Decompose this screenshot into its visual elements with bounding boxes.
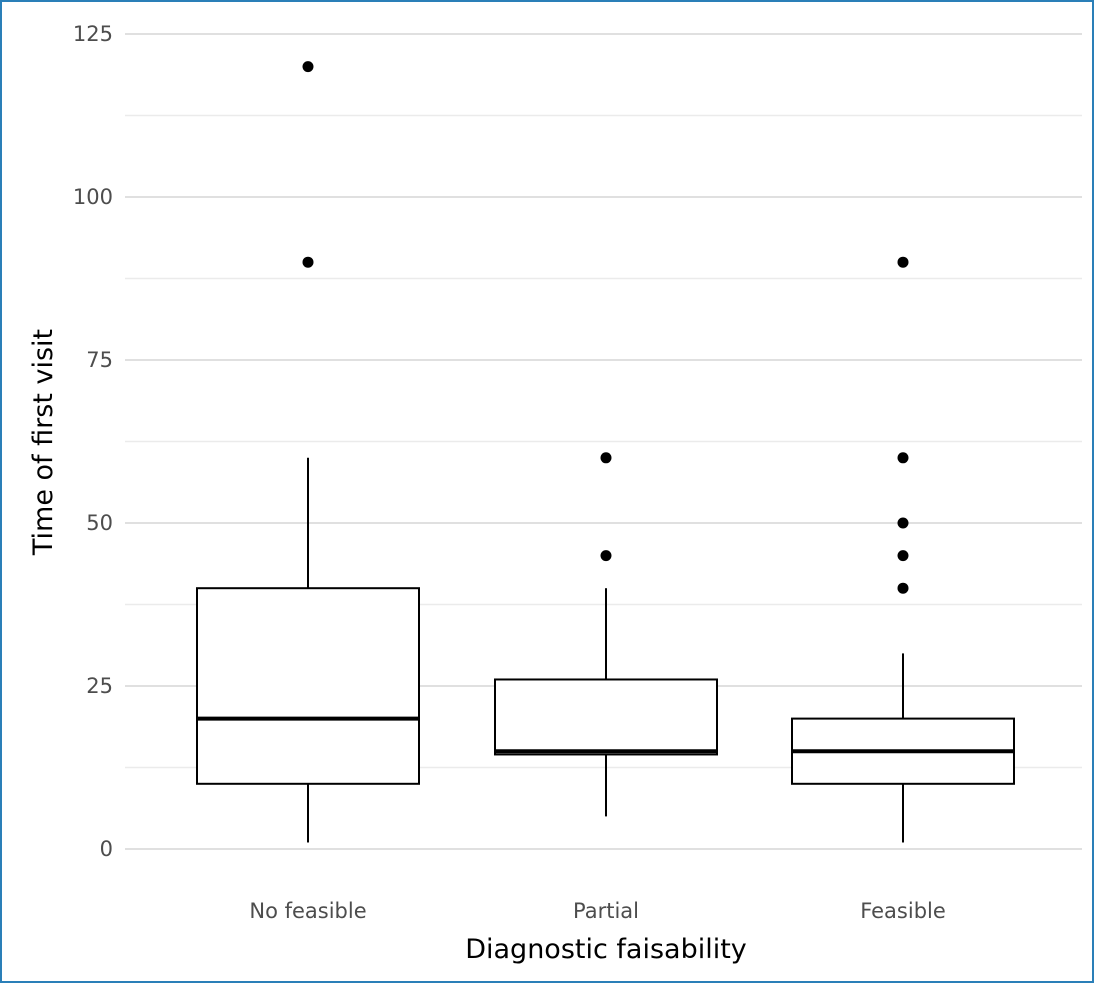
outlier-point bbox=[303, 257, 314, 268]
y-tick-label: 100 bbox=[73, 185, 113, 209]
y-axis-title: Time of first visit bbox=[28, 329, 59, 556]
outlier-point bbox=[898, 518, 909, 529]
outlier-point bbox=[898, 257, 909, 268]
outlier-point bbox=[601, 550, 612, 561]
x-tick-labels: No feasible Partial Feasible bbox=[249, 899, 945, 923]
outlier-point bbox=[898, 583, 909, 594]
box-group-partial bbox=[495, 452, 717, 816]
y-tick-label: 25 bbox=[86, 674, 113, 698]
outlier-point bbox=[898, 550, 909, 561]
y-tick-label: 75 bbox=[86, 348, 113, 372]
box-iqr bbox=[495, 679, 717, 754]
box-group-no-feasible bbox=[197, 61, 419, 842]
y-tick-labels: 0 25 50 75 100 125 bbox=[73, 22, 113, 861]
y-tick-label: 125 bbox=[73, 22, 113, 46]
y-tick-label: 50 bbox=[86, 511, 113, 535]
y-tick-label: 0 bbox=[100, 837, 113, 861]
x-tick-label: Feasible bbox=[860, 899, 946, 923]
x-tick-label: Partial bbox=[573, 899, 639, 923]
outlier-point bbox=[303, 61, 314, 72]
box-layer bbox=[197, 61, 1014, 842]
box-iqr bbox=[197, 588, 419, 784]
x-tick-label: No feasible bbox=[249, 899, 366, 923]
outlier-point bbox=[601, 452, 612, 463]
x-axis-title: Diagnostic faisability bbox=[465, 934, 747, 965]
outlier-point bbox=[898, 452, 909, 463]
box-group-feasible bbox=[792, 257, 1014, 843]
